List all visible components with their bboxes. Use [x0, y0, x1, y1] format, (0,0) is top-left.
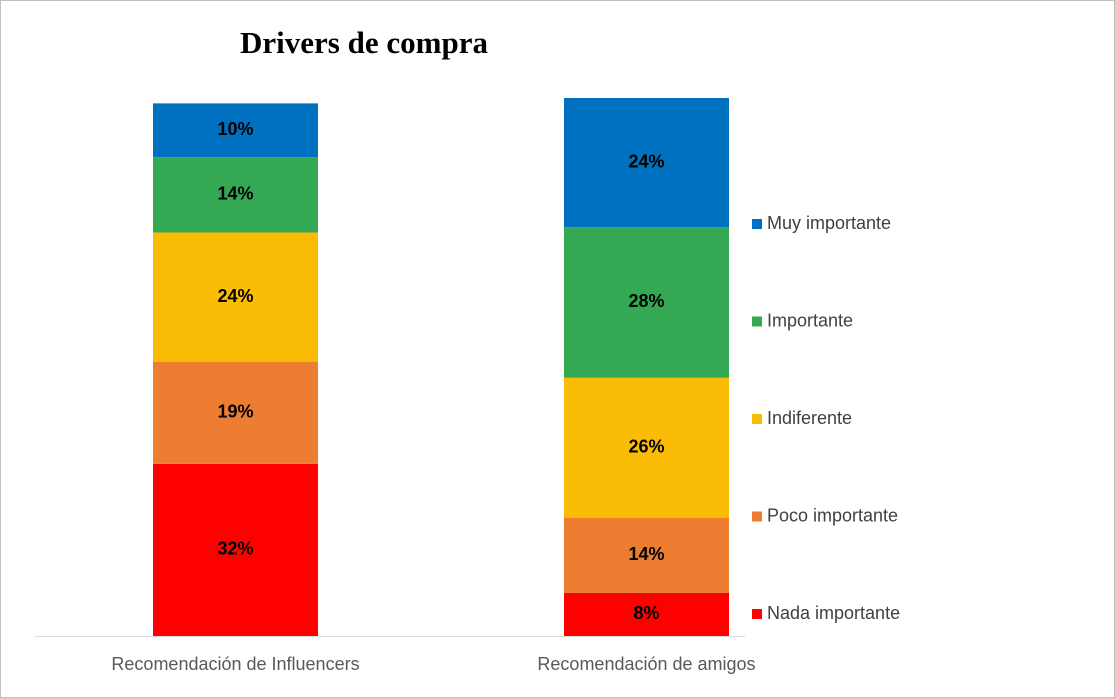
bar-segment	[564, 592, 729, 636]
data-label: 14%	[628, 544, 664, 564]
bar-segment	[564, 98, 729, 228]
data-label: 26%	[628, 436, 664, 456]
legend-label: Muy importante	[767, 213, 891, 233]
legend-label: Indiferente	[767, 408, 852, 428]
legend-swatch	[752, 316, 762, 327]
x-tick-label: Recomendación de Influencers	[111, 654, 359, 674]
legend-swatch	[752, 219, 762, 229]
data-label: 24%	[628, 151, 664, 171]
x-tick-label: Recomendación de amigos	[537, 654, 755, 674]
data-label: 28%	[628, 291, 664, 311]
legend-swatch	[752, 609, 762, 619]
legend-swatch	[752, 511, 762, 522]
bar-segment	[564, 227, 729, 378]
legend-label: Importante	[767, 310, 853, 330]
bar-segment	[153, 463, 318, 636]
legend-label: Nada importante	[767, 603, 900, 623]
legend-label: Poco importante	[767, 505, 898, 525]
data-label: 8%	[633, 603, 659, 623]
bar-segment	[153, 232, 318, 362]
data-label: 10%	[217, 119, 253, 139]
data-label: 14%	[217, 184, 253, 204]
legend-swatch	[752, 414, 762, 424]
bar-segment	[153, 103, 318, 158]
bar-segment	[564, 377, 729, 518]
data-label: 19%	[217, 401, 253, 421]
bar-segment	[153, 157, 318, 233]
data-label: 24%	[217, 286, 253, 306]
data-label: 32%	[217, 539, 253, 559]
bar-segment	[564, 517, 729, 593]
bar-segment	[153, 361, 318, 464]
chart-title: Drivers de compra	[240, 25, 488, 60]
